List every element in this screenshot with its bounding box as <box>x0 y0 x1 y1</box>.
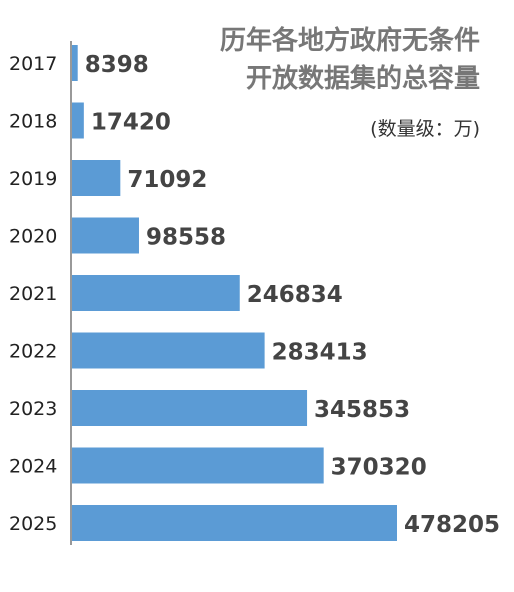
bar <box>72 45 78 81</box>
value-label: 246834 <box>247 282 343 308</box>
value-label: 17420 <box>91 110 171 136</box>
category-label: 2024 <box>9 456 57 478</box>
value-label: 283413 <box>272 340 368 366</box>
value-label: 71092 <box>127 167 207 193</box>
unit-label: (数量级：万) <box>370 118 480 140</box>
category-label: 2019 <box>9 168 57 190</box>
value-label: 370320 <box>331 455 427 481</box>
bar <box>72 447 324 484</box>
bar <box>72 102 84 139</box>
value-label: 98558 <box>146 225 226 251</box>
category-label: 2025 <box>9 513 57 535</box>
chart-title-line-1: 历年各地方政府无条件 <box>219 26 480 56</box>
bar <box>72 332 265 369</box>
bar <box>72 217 139 254</box>
value-label: 8398 <box>85 52 149 78</box>
bar <box>72 505 397 541</box>
bar <box>72 275 240 311</box>
category-label: 2022 <box>9 341 57 363</box>
value-label: 478205 <box>404 512 500 538</box>
category-label: 2018 <box>9 111 57 133</box>
category-label: 2020 <box>9 226 57 248</box>
bar <box>72 160 121 196</box>
category-label: 2017 <box>9 53 57 75</box>
category-label: 2023 <box>9 398 57 420</box>
chart-title-line-2: 开放数据集的总容量 <box>245 64 480 94</box>
chart-title: 历年各地方政府无条件 开放数据集的总容量 <box>220 22 480 98</box>
category-label: 2021 <box>9 283 57 305</box>
bar <box>72 390 308 426</box>
value-label: 345853 <box>314 397 410 423</box>
